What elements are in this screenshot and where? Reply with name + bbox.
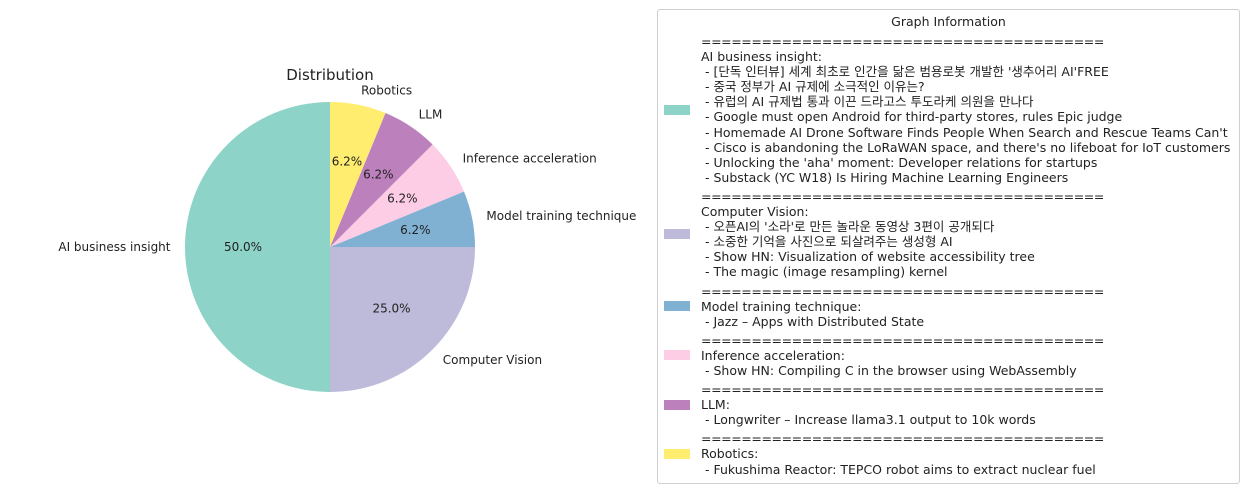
pct-label: 6.2% (363, 168, 394, 182)
pct-label: 6.2% (400, 223, 431, 237)
legend-separator: ======================================== (701, 382, 1104, 398)
legend-swatch (664, 350, 690, 361)
legend-heading: LLM: (701, 397, 730, 413)
pie-slice-model-training-technique (330, 191, 475, 247)
legend-entry: ========================================… (658, 189, 1239, 280)
category-label: Model training technique (486, 209, 636, 223)
chart-title: Distribution (286, 66, 374, 84)
legend-heading: Model training technique: (701, 298, 862, 314)
legend-separator: ======================================== (701, 34, 1104, 49)
pct-label: 6.2% (332, 155, 363, 169)
legend: Graph Information ======================… (657, 9, 1240, 484)
legend-heading: Computer Vision: (701, 204, 809, 220)
category-label: Inference acceleration (463, 151, 597, 165)
legend-entry: ========================================… (658, 382, 1239, 427)
pie-chart: Distribution 50.0% AI business insight 25.… (58, 66, 636, 392)
legend-separator: ======================================== (701, 283, 1104, 299)
legend-item: - 유럽의 AI 규제법 통과 이끈 드라고스 투도라케 의원을 만나다 (701, 94, 1034, 110)
legend-entry: ========================================… (658, 333, 1239, 378)
legend-separator: ======================================== (701, 188, 1104, 204)
pie-slice-ai-business-insight (185, 102, 330, 392)
legend-swatch (664, 104, 690, 115)
legend-swatch (664, 301, 690, 312)
legend-text: ========================================… (701, 34, 1239, 185)
pie-slice-robotics (330, 102, 386, 247)
category-label: AI business insight (58, 240, 170, 254)
legend-text: ========================================… (701, 333, 1239, 378)
category-label: Robotics (361, 84, 412, 98)
pct-label: 6.2% (387, 192, 418, 206)
pie-slice-inference-acceleration (330, 144, 464, 247)
legend-text: ========================================… (701, 431, 1239, 476)
legend-item: - Homemade AI Drone Software Finds Peopl… (701, 124, 1228, 140)
legend-separator: ======================================== (701, 332, 1104, 348)
legend-text: ========================================… (701, 382, 1239, 427)
legend-item: - Show HN: Compiling C in the browser us… (701, 362, 1077, 378)
legend-item: - Unlocking the 'aha' moment: Developer … (701, 154, 1098, 170)
legend-item: - The magic (image resampling) kernel (701, 264, 948, 280)
legend-swatch (664, 399, 690, 410)
legend-title: Graph Information (891, 14, 1006, 29)
legend-text: ========================================… (701, 189, 1239, 280)
legend-heading: Inference acceleration: (701, 347, 845, 363)
pie-slice-llm (330, 113, 433, 247)
category-label: Computer Vision (443, 353, 542, 367)
legend-separator: ======================================== (701, 431, 1104, 447)
legend-item: - Longwriter – Increase llama3.1 output … (701, 412, 1036, 428)
legend-entries: ========================================… (658, 34, 1239, 481)
legend-item: - Show HN: Visualization of website acce… (701, 249, 1035, 265)
legend-item: - Google must open Android for third-par… (701, 109, 1123, 125)
legend-swatch (664, 448, 690, 459)
legend-entry: ========================================… (658, 431, 1239, 477)
legend-entry: ========================================… (658, 34, 1239, 185)
legend-heading: Robotics: (701, 446, 759, 462)
legend-text: ========================================… (701, 284, 1239, 329)
legend-swatch (664, 229, 690, 240)
pct-label: 50.0% (224, 240, 262, 254)
legend-item: - Cisco is abandoning the LoRaWAN space,… (701, 139, 1231, 155)
legend-item: - Substack (YC W18) Is Hiring Machine Le… (701, 169, 1069, 185)
legend-item: - 소중한 기억을 사진으로 되살려주는 생성형 AI (701, 234, 953, 250)
pct-label: 25.0% (372, 302, 410, 316)
pie-slice-computer-vision (330, 247, 475, 392)
category-label: LLM (419, 107, 443, 121)
legend-entry: ========================================… (658, 284, 1239, 329)
legend-item: - 중국 정부가 AI 규제에 소극적인 이유는? (701, 79, 925, 95)
legend-item: - Jazz – Apps with Distributed State (701, 313, 925, 329)
legend-item: - [단독 인터뷰] 세계 최초로 인간을 닮은 범용로봇 개발한 '생추어리 … (701, 64, 1109, 80)
legend-item: - Fukushima Reactor: TEPCO robot aims to… (701, 461, 1096, 477)
legend-item: - 오픈AI의 '소라'로 만든 놀라운 동영상 3편이 공개되다 (701, 219, 995, 235)
legend-heading: AI business insight: (701, 49, 823, 65)
